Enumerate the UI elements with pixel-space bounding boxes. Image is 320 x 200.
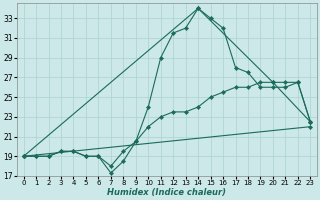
X-axis label: Humidex (Indice chaleur): Humidex (Indice chaleur) (108, 188, 227, 197)
